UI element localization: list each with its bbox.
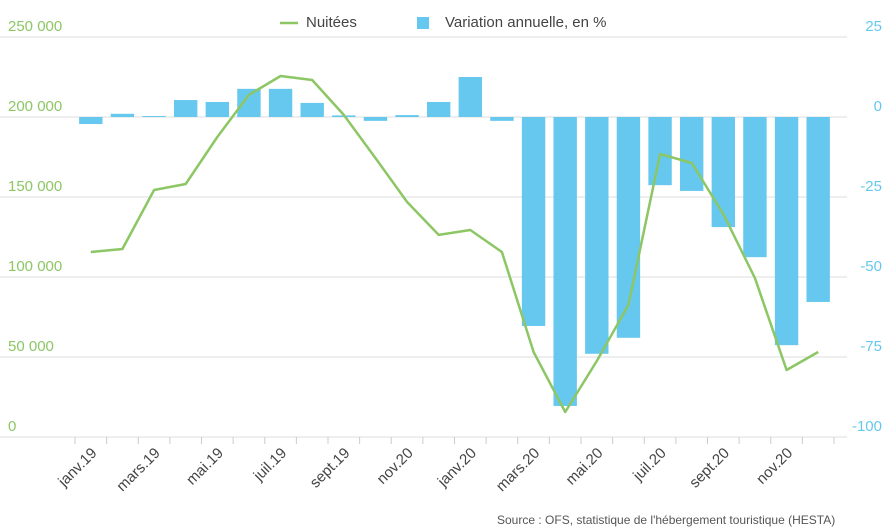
bar [458, 77, 483, 117]
x-tick-label: mars.19 [113, 445, 163, 495]
bar [426, 101, 451, 117]
x-tick-label: sept.20 [686, 445, 733, 492]
y2-tick-label: -75 [860, 338, 882, 355]
legend-label: Nuitées [306, 14, 357, 31]
bar [679, 117, 704, 191]
source-note: Source : OFS, statistique de l'hébergeme… [497, 513, 835, 527]
x-tick-label: janv.20 [434, 445, 480, 491]
bar [711, 117, 736, 228]
x-tick-label: nov.20 [374, 445, 417, 488]
x-tick-label: juil.20 [629, 445, 669, 485]
y-tick-label: 200 000 [8, 98, 62, 115]
bar [553, 117, 577, 406]
bar [173, 100, 198, 117]
x-tick-label: janv.19 [54, 445, 100, 491]
bar [110, 113, 135, 117]
bar [774, 117, 799, 346]
y2-tick-label: 0 [874, 98, 882, 115]
bar [490, 117, 514, 121]
y2-tick-label: 25 [865, 18, 882, 35]
y-tick-label: 0 [8, 418, 16, 435]
bar [585, 117, 609, 354]
bar [142, 116, 166, 117]
y2-tick-label: -25 [860, 178, 882, 195]
x-tick-label: mai.20 [563, 445, 607, 489]
x-tick-label: juil.19 [250, 445, 290, 485]
x-tick-label: nov.20 [753, 445, 796, 488]
y2-tick-label: -50 [860, 258, 882, 275]
y-tick-label: 100 000 [8, 258, 62, 275]
y2-tick-label: -100 [852, 418, 882, 435]
y-tick-label: 250 000 [8, 18, 62, 35]
bar [300, 102, 324, 117]
bar [743, 117, 767, 258]
legend-swatch [417, 17, 429, 29]
bar [268, 88, 293, 117]
x-tick-label: mars.20 [493, 445, 543, 495]
x-tick-label: mai.19 [183, 445, 227, 489]
bar [79, 117, 103, 125]
line [90, 74, 819, 414]
bar [395, 115, 419, 117]
bar [648, 117, 672, 186]
x-tick-label: sept.19 [307, 445, 354, 492]
bar [521, 117, 546, 326]
bar [806, 117, 830, 302]
y-tick-label: 150 000 [8, 178, 62, 195]
bar [363, 117, 388, 121]
bar [205, 101, 230, 117]
bar [237, 88, 261, 117]
legend-label: Variation annuelle, en % [445, 14, 607, 31]
y-tick-label: 50 000 [8, 338, 54, 355]
